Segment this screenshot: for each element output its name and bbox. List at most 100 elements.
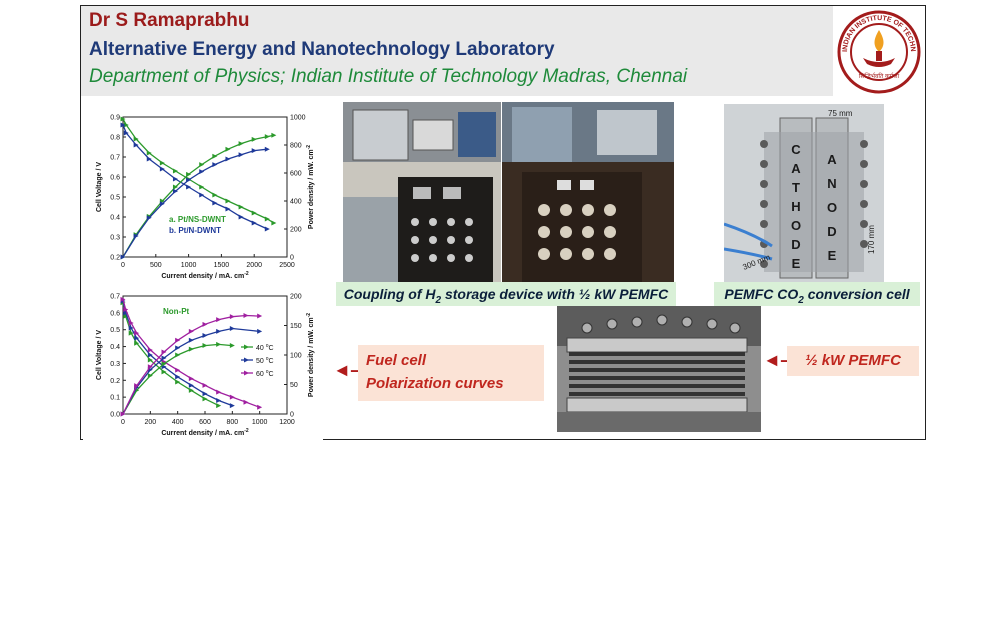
data-point xyxy=(238,141,244,147)
y-tick-label: 0.7 xyxy=(110,294,120,301)
legend-degree: o xyxy=(266,343,269,349)
data-point xyxy=(188,382,194,388)
y-tick-label: 0.8 xyxy=(110,135,120,142)
pemfc-stack-photo xyxy=(502,102,674,283)
co2-conversion-cell-photo: C A T H O D E A N O D E 75 mm 170 mm 300… xyxy=(724,104,884,282)
data-point xyxy=(251,148,257,154)
data-point xyxy=(147,373,153,379)
x-tick-label: 1000 xyxy=(181,262,197,269)
data-point xyxy=(120,254,126,260)
fuel-cell-caption: Fuel cell Polarization curves xyxy=(358,345,544,401)
y-tick-label: 0.2 xyxy=(110,255,120,262)
data-point xyxy=(202,396,208,402)
legend-entry: b. Pt/N-DWNT xyxy=(169,226,221,235)
y-tick-label: 0.5 xyxy=(110,327,120,334)
data-point xyxy=(199,169,205,175)
x-tick-label: 400 xyxy=(172,419,184,426)
y2-tick-label: 800 xyxy=(290,143,302,150)
data-point xyxy=(202,333,208,339)
data-point xyxy=(216,317,222,323)
data-point xyxy=(243,312,249,318)
data-point xyxy=(229,325,235,331)
data-point xyxy=(123,310,129,316)
data-point xyxy=(159,166,165,172)
data-point xyxy=(257,404,263,410)
y-tick-label: 0.2 xyxy=(110,378,120,385)
data-point xyxy=(216,328,222,334)
data-point xyxy=(257,328,263,334)
data-point xyxy=(134,330,140,336)
data-point xyxy=(120,116,126,122)
data-point xyxy=(159,201,165,207)
legend-unit: C xyxy=(269,345,274,352)
data-point xyxy=(229,403,235,409)
data-point xyxy=(251,220,257,226)
data-point xyxy=(238,204,244,210)
x-axis-label-sup: -2 xyxy=(244,428,249,434)
y-axis-label: Cell Voltage / V xyxy=(96,162,103,212)
data-point xyxy=(271,220,277,226)
data-point xyxy=(264,146,270,152)
cathode-letter: E xyxy=(792,256,801,271)
data-point xyxy=(251,136,257,142)
x-tick-label: 800 xyxy=(226,419,238,426)
plot-frame xyxy=(122,116,288,258)
data-point xyxy=(172,188,178,194)
data-point xyxy=(175,367,181,373)
data-point xyxy=(175,337,181,343)
data-point xyxy=(264,216,270,222)
chart-annotation: Non-Pt xyxy=(163,307,190,316)
legend-value: 40 xyxy=(256,345,266,352)
data-point xyxy=(172,176,178,182)
x-axis-label-sup: -2 xyxy=(244,271,249,277)
y2-tick-label: 200 xyxy=(290,227,302,234)
logo-motto: सिद्धिर्भवति कर्मजा xyxy=(859,72,900,80)
data-point xyxy=(123,313,129,319)
data-point xyxy=(188,337,194,343)
chart-pt-polarization: 0 500 1000 1500 2000 2500 0.2 0.3 0.4 0.5 0.6 0.7 0.… xyxy=(83,102,323,284)
anode-letter: E xyxy=(828,248,837,263)
data-point xyxy=(225,198,231,204)
cathode-letter: H xyxy=(791,199,800,214)
y-tick-label: 0.5 xyxy=(110,195,120,202)
y2-tick-label: 0 xyxy=(290,255,294,262)
fuel-cell-line1: Fuel cell xyxy=(366,352,427,369)
half-kw-caption: ½ kW PEMFC xyxy=(787,346,919,376)
data-point xyxy=(243,399,249,405)
data-point xyxy=(172,168,178,174)
data-point xyxy=(188,387,194,393)
anode-letter: O xyxy=(827,200,837,215)
y-tick-label: 0.6 xyxy=(110,175,120,182)
cathode-letter: O xyxy=(791,218,801,233)
cathode-letter: C xyxy=(791,142,801,157)
legend-entry: 40 oC xyxy=(256,343,274,352)
x-tick-label: 500 xyxy=(150,262,162,269)
test-station-photo xyxy=(343,102,501,283)
header-banner: Dr S Ramaprabhu Alternative Energy and N… xyxy=(81,6,833,96)
x-tick-label: 200 xyxy=(144,419,156,426)
data-point xyxy=(225,206,231,212)
data-point xyxy=(159,160,165,166)
y-tick-label: 0.4 xyxy=(110,215,120,222)
y-tick-label: 0.3 xyxy=(110,361,120,368)
y2-tick-label: 0 xyxy=(290,412,294,419)
width-dimension: 75 mm xyxy=(828,109,853,118)
data-point xyxy=(134,340,140,346)
anode-letter: N xyxy=(827,176,836,191)
data-point xyxy=(175,352,181,358)
data-point xyxy=(212,153,218,159)
data-point xyxy=(134,383,140,389)
legend-unit: C xyxy=(269,358,274,365)
data-point xyxy=(264,134,270,140)
series-line xyxy=(122,124,268,230)
y-tick-label: 0.6 xyxy=(110,310,120,317)
cathode-letter: D xyxy=(791,237,800,252)
data-point xyxy=(199,162,205,168)
x-tick-label: 600 xyxy=(199,419,211,426)
data-point xyxy=(216,341,222,347)
x-tick-label: 0 xyxy=(121,262,125,269)
chart-nonpt-polarization: 0 200 400 600 800 1000 1200 0.0 0.1 0.2 0.3 0.4 0.5 0… xyxy=(83,284,323,440)
legend-value: 50 xyxy=(256,358,266,365)
data-point xyxy=(128,325,134,331)
y2-tick-label: 1000 xyxy=(290,115,306,122)
